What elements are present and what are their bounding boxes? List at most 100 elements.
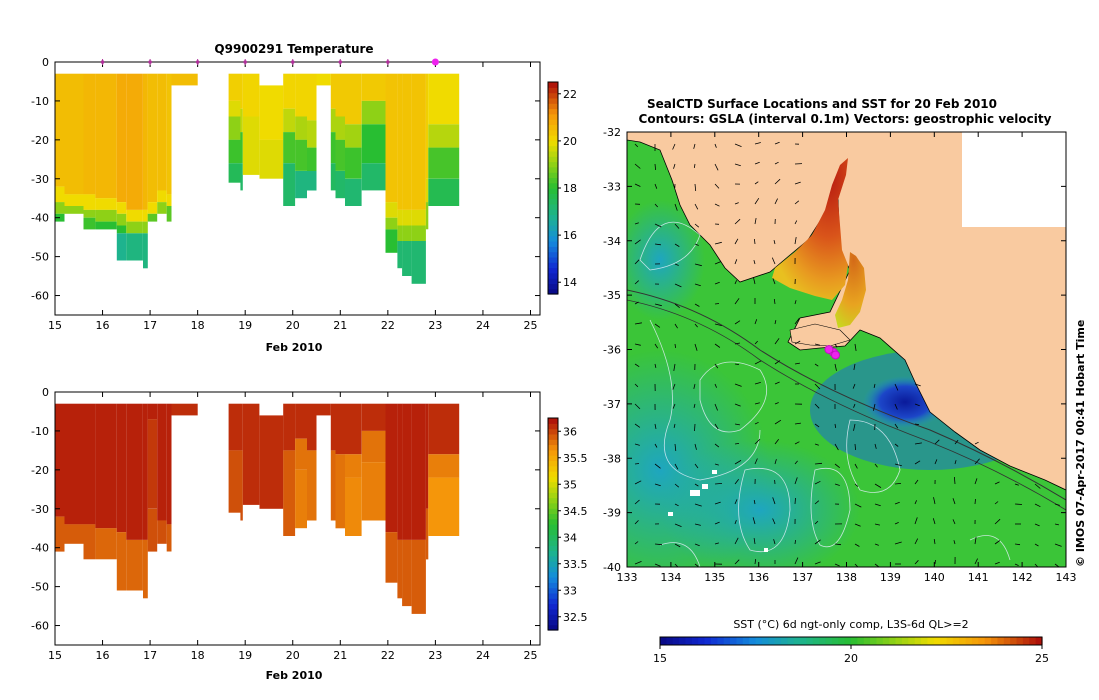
velocity-vector	[774, 402, 779, 405]
map-colorbar-band	[1016, 637, 1024, 645]
map-colorbar-band	[965, 637, 973, 645]
section-cell	[242, 403, 260, 505]
map-x-tick-label: 134	[660, 571, 681, 584]
velocity-vector	[674, 343, 676, 348]
velocity-vector	[734, 320, 741, 325]
velocity-vector	[953, 540, 956, 545]
temperature-xlabel: Feb 2010	[266, 341, 323, 354]
map-colorbar-band	[793, 637, 801, 645]
velocity-vector	[773, 539, 776, 545]
velocity-vector	[674, 443, 677, 452]
colorbar-band	[548, 614, 558, 620]
velocity-vector	[714, 403, 718, 411]
velocity-vector	[654, 343, 659, 349]
section-cell	[385, 403, 398, 533]
section-cell	[361, 462, 386, 521]
velocity-vector	[694, 263, 702, 267]
colorbar-band	[548, 177, 558, 184]
velocity-vector	[954, 439, 959, 445]
colorbar-band	[548, 188, 558, 194]
velocity-vector	[794, 422, 801, 425]
colorbar-tick-label: 18	[563, 182, 577, 195]
velocity-vector	[694, 503, 702, 507]
velocity-vector	[934, 559, 936, 565]
section-cell	[402, 73, 412, 210]
velocity-vector	[714, 323, 722, 326]
section-cell	[228, 73, 241, 101]
section-cell	[116, 233, 127, 261]
colorbar-band	[548, 108, 558, 115]
velocity-vector	[754, 161, 760, 165]
velocity-vector	[754, 340, 758, 345]
velocity-vector	[1054, 503, 1060, 506]
x-tick-label: 20	[286, 649, 300, 662]
sst-map-subtitle: Contours: GSLA (interval 0.1m) Vectors: …	[639, 112, 1052, 126]
map-colorbar-band	[800, 637, 808, 645]
velocity-vector	[674, 463, 679, 470]
velocity-vector	[814, 480, 821, 485]
map-colorbar-band	[774, 637, 782, 645]
section-cell	[171, 73, 198, 86]
map-colorbar-band	[730, 637, 737, 645]
section-cell	[143, 539, 148, 599]
sst-cool-water-nw	[627, 200, 705, 320]
velocity-vector	[694, 183, 697, 192]
map-x-tick-label: 133	[617, 571, 638, 584]
velocity-vector	[1034, 523, 1040, 527]
velocity-vector	[694, 523, 701, 526]
velocity-vector	[772, 278, 776, 285]
velocity-vector	[914, 442, 922, 445]
velocity-vector	[694, 423, 696, 432]
velocity-vector	[634, 499, 640, 505]
map-colorbar-band	[895, 637, 903, 645]
colorbar-band	[548, 182, 558, 189]
velocity-vector	[672, 143, 676, 150]
velocity-vector	[753, 277, 756, 285]
colorbar-band	[548, 262, 558, 269]
velocity-vector	[634, 443, 640, 446]
velocity-vector	[754, 402, 760, 405]
velocity-vector	[773, 240, 776, 245]
section-cell	[307, 120, 317, 148]
section-cell	[126, 209, 143, 222]
velocity-vector	[734, 537, 739, 545]
velocity-vector	[693, 403, 696, 408]
section-cell	[307, 403, 317, 451]
section-cell	[397, 403, 403, 540]
salinity-plot-frame	[54, 391, 541, 646]
section-cell	[228, 100, 241, 117]
velocity-vector	[814, 462, 823, 465]
colorbar-band	[548, 566, 558, 573]
x-tick-label: 24	[476, 319, 490, 332]
colorbar-band	[548, 145, 558, 152]
section-cell	[55, 186, 65, 203]
map-colorbar-tick-label: 20	[844, 652, 858, 665]
velocity-vector	[634, 280, 639, 285]
velocity-vector	[754, 142, 761, 145]
x-tick-label: 24	[476, 649, 490, 662]
section-cell	[283, 163, 296, 206]
colorbar-band	[548, 214, 558, 221]
velocity-vector	[794, 340, 801, 345]
section-cell	[147, 202, 158, 214]
section-cell	[83, 209, 96, 218]
section-cell	[126, 539, 143, 591]
velocity-vector	[854, 343, 857, 351]
velocity-vector	[694, 203, 699, 210]
velocity-vector	[734, 298, 740, 305]
section-cell	[240, 73, 243, 109]
sst-contour-4	[810, 468, 851, 548]
map-colorbar-band	[660, 637, 667, 645]
velocity-vector	[714, 281, 720, 285]
sst-contour-1	[649, 319, 761, 481]
section-cell	[361, 403, 386, 431]
section-cell	[55, 202, 65, 214]
velocity-vector	[934, 459, 938, 465]
velocity-vector	[734, 383, 742, 387]
colorbar-band	[548, 582, 558, 589]
velocity-vector	[634, 143, 639, 148]
temperature-plot-frame	[54, 61, 541, 316]
sst-map-panel: SealCTD Surface Locations and SST for 20…	[603, 97, 1087, 665]
velocity-vector	[674, 243, 680, 247]
